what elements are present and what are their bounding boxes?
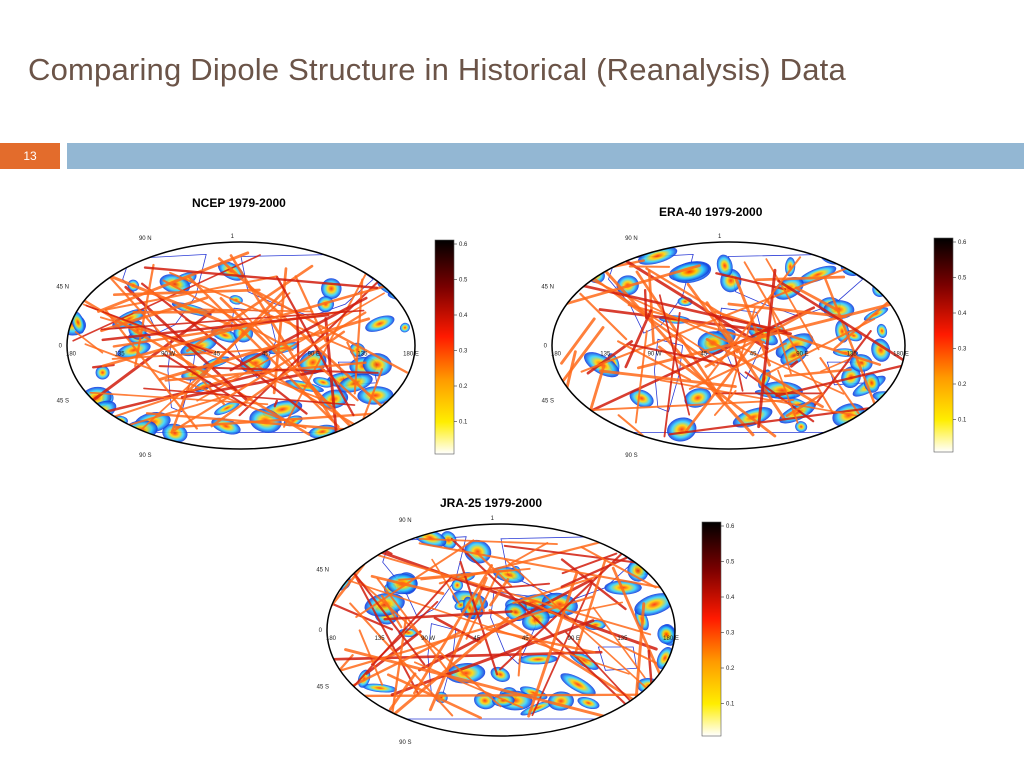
header-band	[67, 143, 1024, 169]
slide-number-badge: 13	[0, 143, 60, 169]
colorbar-tick-label: 0.4	[459, 313, 468, 319]
lat-label-equator: 0	[544, 344, 548, 350]
lat-label-top: 90 N	[139, 236, 152, 242]
lon-label: 45	[701, 352, 708, 358]
colorbar-tick-label: 0.6	[459, 242, 468, 248]
map-label-jra25: JRA-25 1979-2000	[440, 496, 543, 510]
lon-label: 135	[600, 352, 611, 358]
top-tick-label: 1	[718, 234, 722, 240]
lat-label-north: 45 N	[316, 568, 329, 574]
lon-label: 180 E	[893, 352, 909, 358]
lon-label: 135	[375, 636, 386, 642]
lat-label-bottom: 90 S	[139, 453, 151, 459]
lat-label-bottom: 90 S	[625, 453, 637, 459]
lat-label-equator: 0	[59, 344, 63, 350]
lat-label-top: 90 N	[399, 518, 412, 524]
lon-label: 45	[213, 352, 220, 358]
lon-label: 180 E	[663, 636, 679, 642]
colorbar-tick-label: 0.1	[958, 418, 967, 424]
lon-label: 90 E	[568, 636, 580, 642]
map-label-ncep: NCEP 1979-2000	[192, 196, 286, 210]
lat-label-south: 45 S	[57, 398, 69, 404]
lon-label: 45	[750, 352, 757, 358]
top-tick-label: 1	[231, 234, 235, 240]
colorbar-jra25: 0.6 0.5 0.4 0.3 0.2 0.1	[701, 521, 735, 737]
colorbar-tick-label: 0.5	[958, 276, 967, 282]
lon-label: 180	[551, 352, 562, 358]
colorbar-tick-label: 0.1	[726, 702, 735, 708]
colorbar-tick-label: 0.3	[459, 349, 468, 355]
colorbar-era40: 0.6 0.5 0.4 0.3 0.2 0.1	[933, 237, 967, 453]
lat-label-north: 45 N	[56, 285, 69, 291]
lon-label: 90 W	[648, 352, 662, 358]
top-tick-label: 1	[491, 516, 495, 522]
colorbar-tick-label: 0.4	[726, 595, 735, 601]
lat-label-equator: 0	[319, 628, 323, 634]
colorbar-tick-label: 0.4	[958, 311, 967, 317]
map-label-era40: ERA-40 1979-2000	[659, 205, 763, 219]
colorbar-tick-label: 0.6	[726, 524, 735, 530]
lon-label: 90 E	[796, 352, 808, 358]
lat-label-bottom: 90 S	[399, 740, 411, 746]
lon-label: 90 W	[161, 352, 175, 358]
lon-label: 135	[357, 352, 368, 358]
world-map-jra25: 90 N 1 45 N 0 45 S 90 S 180 135 90 W 45 45 90 E 135 1…	[316, 516, 679, 746]
lon-label: 45	[473, 636, 480, 642]
lat-label-top: 90 N	[625, 236, 638, 242]
colorbar-tick-label: 0.2	[726, 666, 735, 672]
lat-label-north: 45 N	[541, 285, 554, 291]
lon-label: 90 E	[308, 352, 320, 358]
colorbar-tick-label: 0.5	[726, 560, 735, 566]
lon-label: 135	[617, 636, 628, 642]
world-map-era40: 90 N 1 45 N 0 45 S 90 S 180 135 90 W 45 45 90 E 135 1…	[541, 234, 909, 459]
lon-label: 90 W	[421, 636, 435, 642]
slide-title: Comparing Dipole Structure in Historical…	[28, 52, 846, 87]
lon-label: 135	[847, 352, 858, 358]
lon-label: 45	[262, 352, 269, 358]
colorbar-ncep: 0.6 0.5 0.4 0.3 0.2 0.1	[434, 239, 468, 455]
lat-label-south: 45 S	[317, 684, 329, 690]
lon-label: 180 E	[403, 352, 419, 358]
lon-label: 180	[326, 636, 337, 642]
colorbar-tick-label: 0.6	[958, 240, 967, 246]
colorbar-tick-label: 0.5	[459, 278, 468, 284]
lon-label: 180	[66, 352, 77, 358]
colorbar-tick-label: 0.2	[958, 382, 967, 388]
colorbar-tick-label: 0.2	[459, 384, 468, 390]
lon-label: 45	[522, 636, 529, 642]
colorbar-tick-label: 0.1	[459, 420, 468, 426]
lon-label: 135	[115, 352, 126, 358]
lat-label-south: 45 S	[542, 398, 554, 404]
colorbar-tick-label: 0.3	[958, 347, 967, 353]
colorbar-tick-label: 0.3	[726, 631, 735, 637]
world-map-ncep: 90 N 1 45 N 0 45 S 90 S 180 135 90 W 45 45 90 E 135 1…	[56, 234, 419, 459]
